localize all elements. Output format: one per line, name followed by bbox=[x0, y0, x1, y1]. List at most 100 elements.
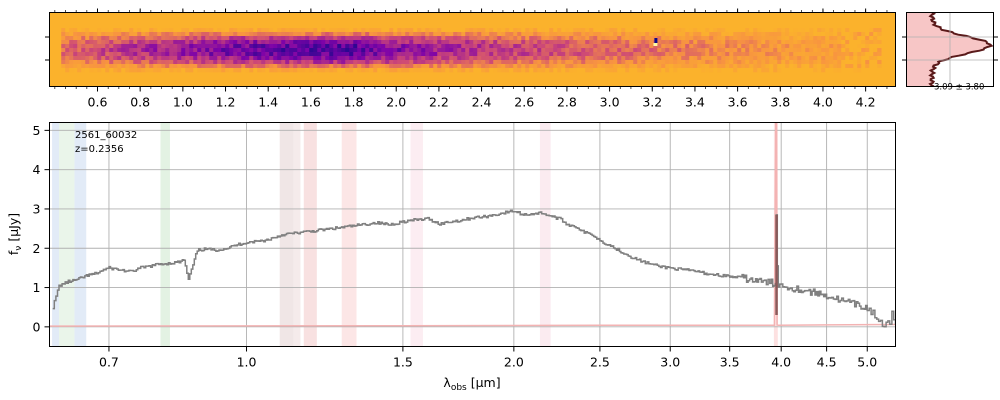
spectrum-2d-cell bbox=[185, 52, 190, 57]
spectrum-2d-cell bbox=[581, 56, 586, 61]
spectrum-2d-cell bbox=[257, 48, 262, 53]
spectrum-2d-cell bbox=[805, 32, 810, 37]
spectrum-2d-cell bbox=[377, 28, 382, 33]
spectrum-2d-cell bbox=[729, 68, 734, 73]
spectrum-2d-cell bbox=[309, 56, 314, 61]
spectrum-2d-cell bbox=[641, 64, 646, 69]
spectrum-2d-cell bbox=[533, 52, 538, 57]
spectrum-2d-cell bbox=[825, 52, 830, 57]
spectrum-2d-cell bbox=[657, 52, 662, 57]
spectrum-2d-cell bbox=[825, 60, 830, 65]
spectrum-2d-cell bbox=[561, 32, 566, 37]
spectrum-2d-cell bbox=[349, 52, 354, 57]
spectrum-2d-cell bbox=[409, 28, 414, 33]
spectrum-2d-cell bbox=[321, 68, 326, 73]
spectrum-2d-cell bbox=[217, 56, 222, 61]
spectrum-2d-cell bbox=[513, 32, 518, 37]
spectrum-2d-cell bbox=[373, 48, 378, 53]
spectrum-2d-cell bbox=[705, 64, 710, 69]
spectrum-2d-cell bbox=[269, 36, 274, 41]
spectrum-2d-cell bbox=[445, 68, 450, 73]
spectrum-2d-cell bbox=[865, 68, 870, 73]
spectrum-2d-cell bbox=[337, 28, 342, 33]
spectrum-2d-tick-label: 2.6 bbox=[514, 95, 534, 110]
spectrum-2d-cell bbox=[269, 64, 274, 69]
spectrum-2d-cell bbox=[541, 36, 546, 41]
spectrum-2d-cell bbox=[865, 28, 870, 33]
spectrum-2d-cell bbox=[301, 56, 306, 61]
spectrum-2d-cell bbox=[557, 32, 562, 37]
spectrum-2d-cell bbox=[473, 52, 478, 57]
spectrum-2d-cell bbox=[601, 36, 606, 41]
spectrum-2d-cell bbox=[621, 52, 626, 57]
spectrum-2d-cell bbox=[229, 44, 234, 49]
spectrum-2d-cell bbox=[861, 56, 866, 61]
spectrum-2d-cell bbox=[865, 52, 870, 57]
spectrum-2d-cell bbox=[197, 44, 202, 49]
spectrum-2d-cell bbox=[689, 28, 694, 33]
spectrum-2d-cell bbox=[417, 44, 422, 49]
spectrum-2d-tick-label: 3.8 bbox=[770, 95, 790, 110]
spectrum-2d-cell bbox=[501, 36, 506, 41]
spectrum-2d-cell bbox=[729, 36, 734, 41]
spectrum-2d-cell bbox=[869, 36, 874, 41]
spectrum-2d-cell bbox=[797, 68, 802, 73]
spectrum-2d-cell bbox=[429, 32, 434, 37]
spectrum-2d-cell bbox=[453, 40, 458, 45]
spectrum-2d-cell bbox=[177, 40, 182, 45]
spectrum-2d-cell bbox=[369, 64, 374, 69]
spectrum-2d-cell bbox=[777, 28, 782, 33]
spectrum-2d-cell bbox=[857, 64, 862, 69]
spectrum-2d-cell bbox=[517, 28, 522, 33]
spectrum-2d-cell bbox=[321, 56, 326, 61]
spectrum-2d-cell bbox=[145, 32, 150, 37]
spectrum-2d-cell bbox=[389, 28, 394, 33]
spectrum-2d-cell bbox=[617, 44, 622, 49]
spectrum-2d-cell bbox=[93, 68, 98, 73]
spectrum-2d-cell bbox=[285, 36, 290, 41]
spectrum-2d-cell bbox=[769, 48, 774, 53]
spectrum-2d-cell bbox=[649, 44, 654, 49]
spectrum-2d-cell bbox=[389, 56, 394, 61]
spectrum-2d-cell bbox=[157, 44, 162, 49]
spectrum-2d-cell bbox=[765, 40, 770, 45]
spectrum-2d-cell bbox=[637, 64, 642, 69]
spectrum-2d-cell bbox=[113, 68, 118, 73]
spectrum-2d-cell bbox=[341, 64, 346, 69]
spectrum-2d-cell bbox=[189, 56, 194, 61]
spectrum-2d-cell bbox=[629, 68, 634, 73]
spectrum-2d-cell bbox=[293, 64, 298, 69]
spectrum-2d-cell bbox=[273, 68, 278, 73]
spectrum-2d-cell bbox=[721, 48, 726, 53]
spectrum-2d-cell bbox=[709, 68, 714, 73]
spectrum-2d-cell bbox=[81, 32, 86, 37]
spectrum-2d-cell bbox=[481, 64, 486, 69]
spectrum-2d-cell bbox=[445, 28, 450, 33]
spectrum-2d-tick-label: 2.4 bbox=[472, 95, 492, 110]
spectrum-2d-cell bbox=[73, 60, 78, 65]
spectrum-2d-cell bbox=[509, 48, 514, 53]
spectrum-2d-cell bbox=[361, 40, 366, 45]
spectrum-2d-cell bbox=[529, 64, 534, 69]
spectrum-2d-cell bbox=[669, 68, 674, 73]
spectrum-2d-cell bbox=[437, 68, 442, 73]
spectrum-2d-cell bbox=[241, 64, 246, 69]
spectrum-2d-cell bbox=[725, 36, 730, 41]
spectrum-2d-cell bbox=[181, 52, 186, 57]
spectrum-2d-cell bbox=[129, 36, 134, 41]
spectrum-2d-cell bbox=[733, 52, 738, 57]
spectrum-2d-cell bbox=[253, 40, 258, 45]
spectrum-2d-cell bbox=[553, 68, 558, 73]
spectrum-2d-cell bbox=[149, 48, 154, 53]
spectrum-2d-cell bbox=[445, 40, 450, 45]
spectrum-2d-cell bbox=[213, 40, 218, 45]
spectrum-2d-cell bbox=[433, 60, 438, 65]
spectrum-2d-cell bbox=[677, 68, 682, 73]
spectrum-2d-cell bbox=[781, 48, 786, 53]
spectrum-2d-cell bbox=[853, 52, 858, 57]
spectrum-2d-cell bbox=[273, 36, 278, 41]
spectrum-2d-cell bbox=[201, 36, 206, 41]
spectrum-2d-cell bbox=[225, 60, 230, 65]
spectrum-2d-cell bbox=[541, 68, 546, 73]
spectrum-2d-cell bbox=[789, 44, 794, 49]
